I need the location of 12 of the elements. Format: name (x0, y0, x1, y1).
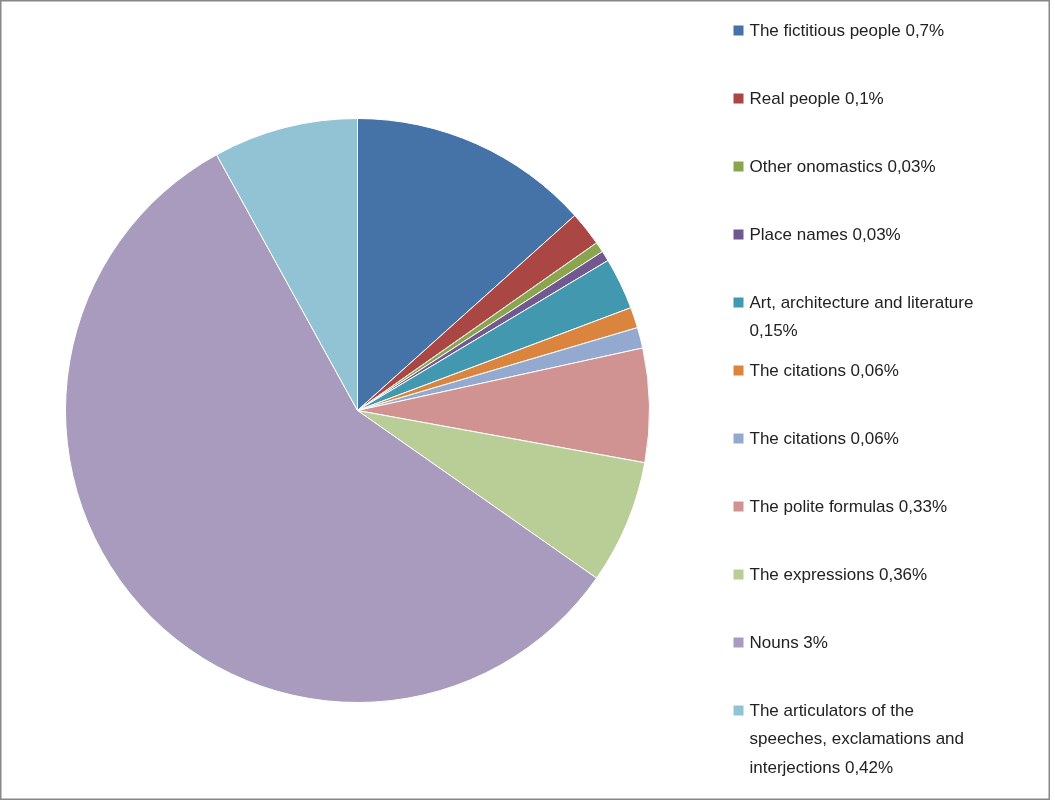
legend-label: Place names 0,03% (749, 225, 901, 244)
legend-label: Other onomastics 0,03% (749, 157, 936, 176)
legend-label: The articulators of the speeches, exclamations and interjections 0,42% (749, 700, 965, 777)
legend-label: Nouns 3% (749, 633, 828, 652)
legend-label: Art, architecture and literature (749, 292, 974, 312)
legend-label: The citations 0,06% (749, 429, 899, 448)
legend-label: The citations 0,06% (749, 361, 899, 380)
data-label: 0,15% (749, 321, 798, 340)
legend-label: The fictitious people 0,7% (749, 21, 945, 40)
legend-label: Real people 0,1% (749, 89, 884, 108)
legend-label: The polite formulas 0,33% (749, 497, 947, 516)
legend-label: The expressions 0,36% (749, 565, 928, 584)
